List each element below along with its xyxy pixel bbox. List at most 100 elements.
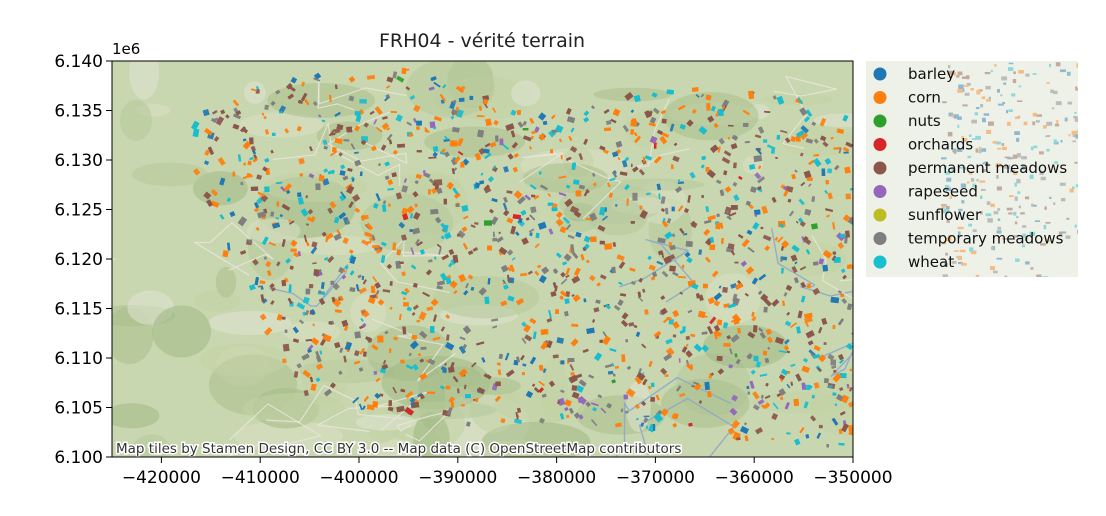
parcel-permanent-meadows <box>571 385 578 391</box>
legend-texture-parcel <box>988 121 994 126</box>
parcel-wheat <box>776 95 785 105</box>
parcel-barley <box>272 222 281 229</box>
parcel-barley <box>560 360 565 365</box>
parcel-wheat <box>264 186 270 192</box>
legend-texture-parcel <box>964 92 970 96</box>
parcel-wheat <box>784 320 792 327</box>
legend-texture-parcel <box>1050 89 1054 93</box>
parcel-temporary-meadows <box>606 402 612 409</box>
parcel-corn <box>259 280 266 285</box>
parcel-barley <box>529 232 533 237</box>
parcel-barley <box>794 261 798 265</box>
parcel-barley <box>374 392 381 399</box>
parcel-wheat <box>813 158 822 167</box>
legend-texture-parcel <box>1014 196 1018 201</box>
parcel-rapeseed <box>534 126 540 133</box>
parcel-temporary-meadows <box>408 352 412 357</box>
parcel-wheat <box>442 84 447 89</box>
parcel-temporary-meadows <box>375 289 380 295</box>
parcel-wheat <box>359 99 367 104</box>
legend-texture-parcel <box>948 235 952 240</box>
parcel-wheat <box>668 318 674 325</box>
parcel-wheat <box>749 164 756 170</box>
parcel-wheat <box>662 217 666 223</box>
parcel-wheat <box>302 311 307 316</box>
parcel-corn <box>389 306 393 310</box>
parcel-barley <box>474 182 481 189</box>
parcel-wheat <box>382 204 387 212</box>
parcel-permanent-meadows <box>250 186 259 191</box>
parcel-barley <box>525 390 534 398</box>
parcel-permanent-meadows <box>313 269 320 277</box>
parcel-wheat <box>642 372 645 375</box>
legend-texture-parcel <box>1011 93 1016 97</box>
parcel-permanent-meadows <box>786 311 791 316</box>
parcel-corn <box>247 160 252 166</box>
parcel-corn <box>498 251 503 256</box>
parcel-wheat <box>635 417 639 421</box>
parcel-temporary-meadows <box>406 121 412 126</box>
parcel-corn <box>453 290 458 295</box>
legend-texture-parcel <box>1021 156 1027 160</box>
legend-texture-parcel <box>996 230 1002 234</box>
parcel-corn <box>666 317 672 321</box>
y-tick-label: 6.110 <box>54 349 103 369</box>
parcel-permanent-meadows <box>673 142 678 147</box>
parcel-corn <box>502 282 506 285</box>
parcel-corn <box>705 167 710 172</box>
parcel-wheat <box>834 403 838 406</box>
parcel-permanent-meadows <box>620 293 627 297</box>
parcel-permanent-meadows <box>672 334 677 338</box>
parcel-temporary-meadows <box>541 393 547 398</box>
legend-texture-parcel <box>945 187 951 191</box>
legend-texture-parcel <box>993 270 998 274</box>
parcel-temporary-meadows <box>794 169 798 173</box>
parcel-permanent-meadows <box>839 411 846 416</box>
terrain-patch <box>289 235 381 256</box>
parcel-temporary-meadows <box>649 116 657 124</box>
parcel-wheat <box>778 349 787 354</box>
legend-texture-parcel <box>942 274 948 277</box>
parcel-wheat <box>444 232 452 240</box>
parcel-corn <box>307 216 314 223</box>
parcel-wheat <box>452 187 459 195</box>
parcel-wheat <box>513 418 522 425</box>
parcel-corn <box>616 254 625 261</box>
parcel-permanent-meadows <box>489 208 494 214</box>
parcel-permanent-meadows <box>791 265 798 274</box>
legend-texture-parcel <box>944 262 948 267</box>
parcel-permanent-meadows <box>571 294 575 297</box>
legend-label: orchards <box>908 136 973 154</box>
parcel-corn <box>264 129 270 135</box>
parcel-corn <box>242 141 252 150</box>
parcel-permanent-meadows <box>318 297 326 306</box>
parcel-wheat <box>727 303 737 309</box>
parcel-rapeseed <box>577 395 587 405</box>
terrain-patch <box>316 121 383 151</box>
y-tick-label: 6.140 <box>54 52 103 72</box>
parcel-corn <box>362 310 370 318</box>
parcel-permanent-meadows <box>621 312 629 320</box>
parcel-permanent-meadows <box>620 319 629 327</box>
parcel-wheat <box>805 109 813 117</box>
legend-texture-parcel <box>1016 100 1023 102</box>
parcel-permanent-meadows <box>362 351 367 357</box>
parcel-temporary-meadows <box>625 339 629 343</box>
parcel-barley <box>503 165 509 173</box>
legend-texture-parcel <box>967 155 972 159</box>
parcel-temporary-meadows <box>552 268 559 274</box>
parcel-corn <box>672 310 680 318</box>
legend-texture-parcel <box>976 179 979 182</box>
parcel-permanent-meadows <box>831 255 836 261</box>
parcel-corn <box>516 109 521 115</box>
legend-texture-parcel <box>1013 71 1016 75</box>
parcel-corn <box>804 312 813 319</box>
legend-texture-parcel <box>1073 116 1078 119</box>
legend-texture-parcel <box>988 96 991 99</box>
parcel-permanent-meadows <box>419 393 425 400</box>
legend-texture-parcel <box>1016 137 1020 142</box>
parcel-temporary-meadows <box>808 183 812 187</box>
parcel-corn <box>413 104 421 113</box>
parcel-temporary-meadows <box>793 277 799 284</box>
parcel-temporary-meadows <box>735 358 741 365</box>
